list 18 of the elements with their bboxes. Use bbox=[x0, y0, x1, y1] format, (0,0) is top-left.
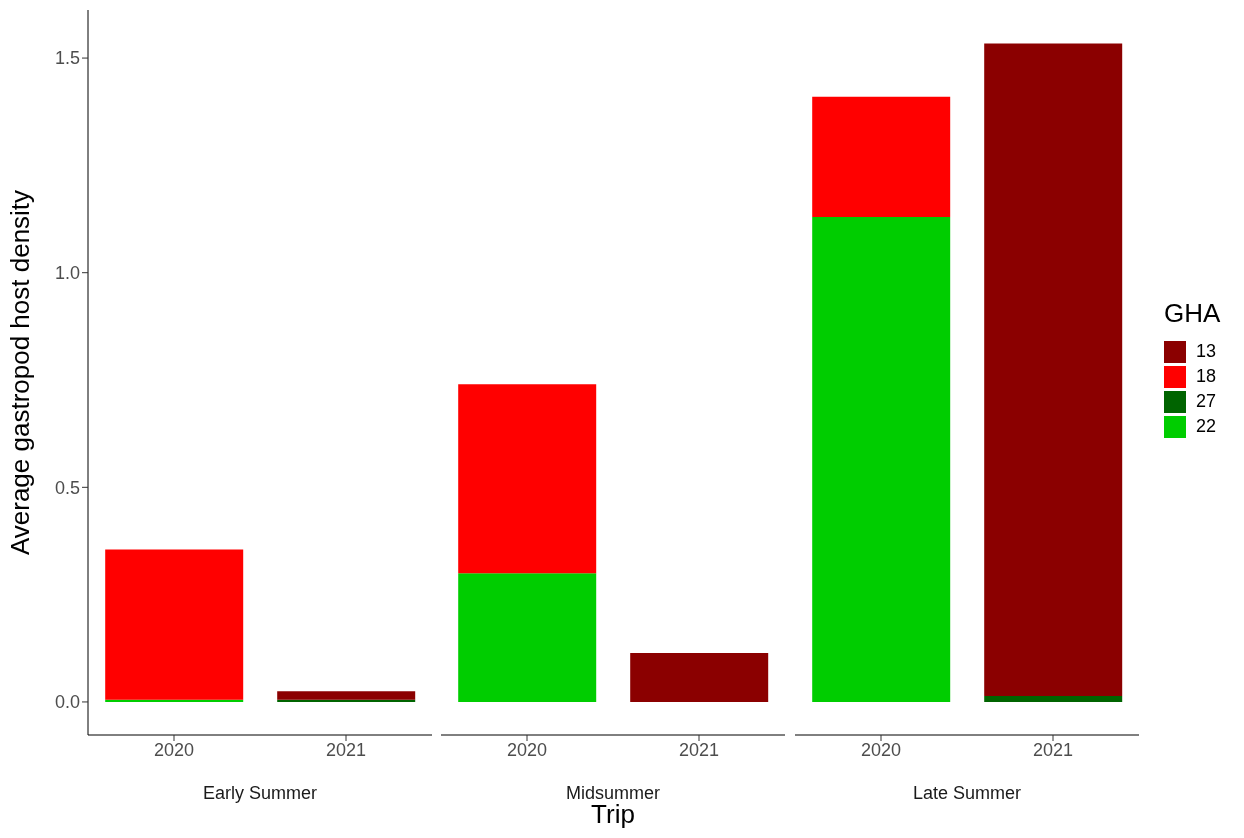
x-tick-label: 2020 bbox=[860, 739, 902, 760]
legend-label: 13 bbox=[1196, 341, 1217, 362]
x-tick-label: 2021 bbox=[325, 739, 367, 760]
x-axis-title: Early Summer bbox=[202, 783, 318, 803]
y-tick-label: 0.0 bbox=[54, 692, 80, 713]
y-tick-label: 1.0 bbox=[54, 263, 80, 284]
y-tick-label: 0.5 bbox=[54, 477, 80, 498]
x-axis-title: Late Summer bbox=[912, 783, 1022, 803]
legend-label: 18 bbox=[1196, 366, 1217, 387]
y-tick-label: 1.5 bbox=[54, 48, 80, 69]
x-tick-label: 2021 bbox=[1032, 739, 1074, 760]
y-axis-title: Average gastropod host density bbox=[5, 189, 36, 556]
legend-title: GHA bbox=[1164, 298, 1221, 329]
x-tick-label: 2020 bbox=[506, 739, 548, 760]
x-tick-label: 2020 bbox=[153, 739, 195, 760]
x-tick-label: 2021 bbox=[678, 739, 720, 760]
legend-label: 27 bbox=[1196, 391, 1217, 412]
legend-label: 22 bbox=[1196, 416, 1217, 437]
